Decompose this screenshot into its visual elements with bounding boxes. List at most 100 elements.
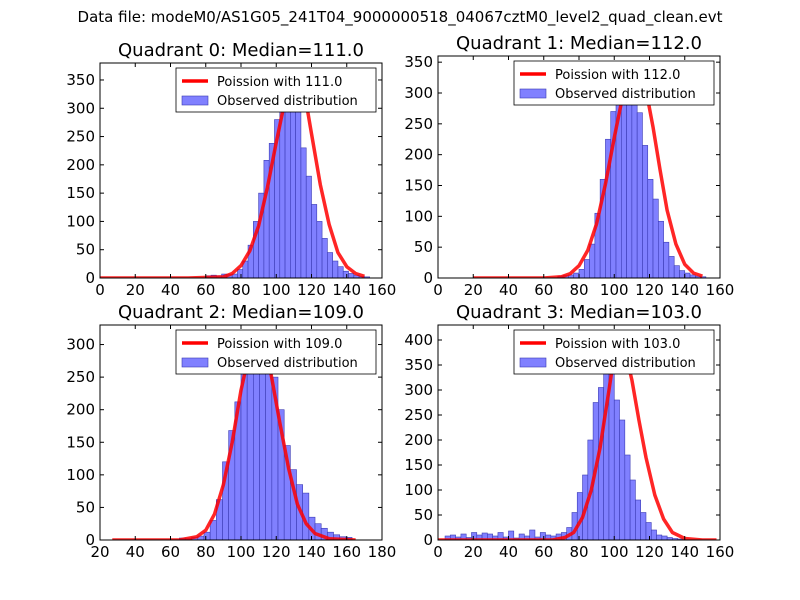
histogram-bar — [668, 256, 675, 278]
histogram-bar — [658, 220, 664, 278]
histogram-bar — [321, 238, 328, 278]
histogram-bar — [279, 107, 286, 278]
plot-area — [473, 63, 707, 278]
chart-title: Quadrant 2: Median=109.0 — [118, 302, 364, 323]
legend-curve-label: Poission with 111.0 — [217, 75, 342, 90]
y-tick-label: 300 — [404, 84, 433, 102]
x-tick-label: 40 — [161, 281, 180, 299]
y-tick-label: 0 — [423, 269, 433, 287]
y-tick-label: 150 — [404, 177, 433, 195]
histogram-bar — [337, 266, 344, 278]
quadrant-0-chart: 0 20 40 60 80 100 120 140 160 0 50 100 150 200 250 300 3… — [66, 40, 396, 299]
quadrant-1-chart: 0 20 40 60 80 100 120 140 160 0 50 100 150 200 250 300 3… — [404, 33, 734, 299]
histogram-bar — [613, 399, 620, 540]
legend-bar-swatch — [181, 357, 209, 368]
y-tick-label: 250 — [66, 128, 95, 146]
histogram-bar — [629, 479, 636, 540]
quadrant-2-chart: 20 40 60 80 100 120 140 160 180 0 50 100 150 200 250 30… — [66, 302, 396, 561]
x-tick-label: 140 — [297, 543, 326, 561]
chart-title: Quadrant 1: Median=112.0 — [456, 33, 702, 54]
x-tick-label: 60 — [534, 281, 553, 299]
y-tick-label: 0 — [423, 531, 433, 549]
histogram-bar — [332, 260, 339, 278]
y-tick-label: 50 — [414, 238, 433, 256]
histogram-bar — [203, 531, 211, 540]
x-tick-label: 120 — [297, 281, 326, 299]
histogram-bar — [573, 272, 580, 278]
y-tick-label: 200 — [404, 431, 433, 449]
chart-title: Quadrant 3: Median=103.0 — [456, 302, 702, 323]
y-tick-label: 150 — [66, 184, 95, 202]
x-tick-label: 40 — [499, 543, 518, 561]
y-tick-label: 0 — [85, 269, 95, 287]
legend-curve-label: Poission with 103.0 — [555, 337, 680, 352]
legend-bar-swatch — [519, 88, 547, 99]
legend-bar-label: Observed distribution — [555, 356, 696, 371]
x-tick-label: 180 — [368, 543, 397, 561]
histogram-bar — [640, 512, 647, 540]
histogram-bar — [589, 243, 596, 278]
y-tick-label: 350 — [404, 356, 433, 374]
x-tick-label: 60 — [534, 543, 553, 561]
y-tick-label: 50 — [76, 241, 95, 259]
x-tick-label: 120 — [635, 543, 664, 561]
histogram-bar — [314, 523, 322, 540]
histogram-bar — [635, 499, 641, 540]
y-tick-label: 400 — [404, 331, 433, 349]
histogram-bar — [624, 454, 631, 540]
y-tick-label: 200 — [404, 146, 433, 164]
x-tick-label: 160 — [706, 543, 735, 561]
x-tick-label: 60 — [196, 281, 215, 299]
x-tick-label: 100 — [227, 543, 256, 561]
y-tick-label: 300 — [404, 381, 433, 399]
x-tick-label: 60 — [161, 543, 180, 561]
histogram-bar — [290, 86, 296, 278]
y-tick-label: 300 — [66, 336, 95, 354]
y-tick-label: 250 — [404, 115, 433, 133]
y-tick-label: 200 — [66, 401, 95, 419]
x-tick-label: 100 — [600, 281, 629, 299]
y-tick-label: 150 — [404, 456, 433, 474]
legend-bar-swatch — [519, 357, 547, 368]
x-tick-label: 40 — [499, 281, 518, 299]
y-tick-label: 100 — [404, 481, 433, 499]
histogram-bar — [679, 270, 686, 278]
y-tick-label: 150 — [66, 433, 95, 451]
y-tick-label: 350 — [66, 71, 95, 89]
histogram-bar — [529, 529, 536, 540]
x-tick-label: 40 — [126, 543, 145, 561]
histogram-bar — [300, 147, 307, 278]
y-tick-label: 250 — [404, 406, 433, 424]
legend-box — [513, 60, 715, 106]
x-tick-label: 20 — [126, 281, 145, 299]
histogram-bar — [460, 533, 467, 540]
histogram-bar — [631, 81, 638, 278]
legend-bar-label: Observed distribution — [555, 87, 696, 102]
histogram-bar — [645, 522, 652, 540]
y-tick-label: 0 — [85, 531, 95, 549]
histogram-bar — [619, 419, 626, 540]
x-tick-label: 120 — [635, 281, 664, 299]
x-tick-label: 0 — [433, 543, 443, 561]
y-tick-label: 250 — [66, 368, 95, 386]
histogram-bar — [311, 204, 318, 278]
x-tick-label: 140 — [670, 281, 699, 299]
x-tick-label: 160 — [332, 543, 361, 561]
y-tick-label: 50 — [414, 506, 433, 524]
histogram-bar — [305, 175, 312, 278]
x-tick-label: 20 — [90, 543, 109, 561]
legend-curve-label: Poission with 109.0 — [217, 337, 342, 352]
x-tick-label: 80 — [569, 281, 588, 299]
legend-bar-label: Observed distribution — [217, 356, 358, 371]
chart-title: Quadrant 0: Median=111.0 — [118, 40, 364, 61]
histogram-bar — [237, 269, 244, 278]
legend-box — [175, 67, 377, 113]
y-tick-label: 100 — [66, 212, 95, 230]
histogram-bar — [327, 252, 333, 278]
histogram-bar — [295, 89, 302, 278]
histogram-bar — [578, 269, 585, 278]
y-tick-label: 50 — [76, 498, 95, 516]
histogram-bar — [684, 272, 691, 278]
x-tick-label: 0 — [95, 281, 105, 299]
